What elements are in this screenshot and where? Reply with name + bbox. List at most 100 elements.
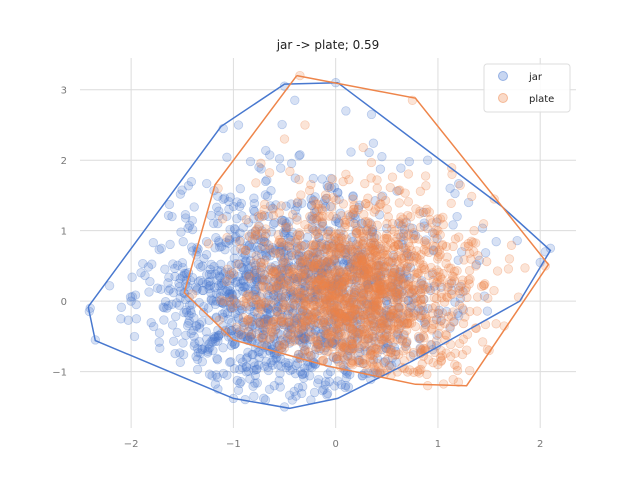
scatter-point-jar: [382, 223, 392, 234]
scatter-point-plate: [438, 379, 449, 389]
scatter-point-plate: [412, 268, 423, 279]
scatter-point-jar: [436, 282, 446, 292]
scatter-point-jar: [321, 342, 331, 353]
scatter-point-jar: [288, 273, 298, 284]
scatter-point-jar: [319, 247, 330, 257]
scatter-point-jar: [224, 324, 235, 334]
scatter-point-plate: [300, 268, 310, 278]
scatter-point-plate: [504, 254, 515, 264]
scatter-point-jar: [363, 264, 373, 275]
scatter-point-jar: [456, 281, 466, 292]
scatter-point-jar: [383, 339, 393, 350]
scatter-point-jar: [272, 282, 282, 292]
scatter-point-jar: [284, 217, 294, 227]
scatter-point-jar: [408, 350, 419, 360]
scatter-point-jar: [307, 211, 317, 221]
scatter-point-plate: [266, 281, 276, 292]
scatter-point-plate: [457, 349, 468, 360]
scatter-point-jar: [326, 337, 337, 347]
scatter-point-jar: [381, 343, 391, 354]
scatter-point-plate: [306, 179, 316, 190]
scatter-point-plate: [252, 224, 262, 234]
scatter-point-jar: [264, 304, 274, 314]
scatter-point-jar: [326, 307, 336, 317]
scatter-point-plate: [364, 308, 375, 318]
scatter-point-jar: [211, 332, 221, 342]
scatter-point-plate: [357, 330, 367, 340]
scatter-point-jar: [245, 270, 255, 280]
scatter-point-jar: [241, 256, 251, 266]
scatter-point-jar: [230, 245, 240, 256]
scatter-point-jar: [276, 292, 287, 302]
scatter-point-plate: [367, 306, 377, 316]
scatter-point-plate: [416, 288, 426, 298]
scatter-point-jar: [277, 237, 287, 248]
scatter-point-jar: [292, 241, 303, 252]
scatter-point-jar: [334, 294, 345, 304]
scatter-point-jar: [259, 237, 269, 247]
scatter-point-jar: [230, 308, 240, 319]
scatter-point-jar: [335, 267, 345, 278]
scatter-point-jar: [195, 348, 206, 358]
scatter-point-jar: [136, 268, 146, 278]
scatter-point-jar: [447, 285, 457, 295]
scatter-point-jar: [332, 325, 343, 336]
scatter-point-jar: [229, 303, 239, 313]
scatter-point-plate: [441, 292, 452, 302]
scatter-point-plate: [391, 291, 402, 302]
legend-marker-plate: [498, 93, 508, 103]
scatter-point-plate: [241, 301, 251, 312]
scatter-point-jar: [450, 297, 460, 307]
scatter-point-jar: [238, 282, 248, 292]
scatter-point-jar: [189, 331, 199, 342]
scatter-point-jar: [144, 287, 154, 297]
scatter-point-plate: [339, 276, 350, 286]
scatter-point-jar: [214, 271, 225, 281]
scatter-point-jar: [288, 287, 298, 297]
scatter-point-jar: [230, 233, 240, 243]
scatter-point-jar: [313, 374, 324, 385]
scatter-point-plate: [395, 272, 405, 282]
scatter-point-jar: [341, 267, 352, 277]
scatter-point-plate: [290, 326, 300, 337]
scatter-point-jar: [284, 321, 294, 331]
scatter-point-plate: [441, 348, 451, 358]
scatter-point-plate: [351, 228, 361, 238]
scatter-point-jar: [204, 284, 214, 294]
scatter-point-jar: [336, 380, 346, 390]
scatter-point-jar: [298, 325, 308, 335]
scatter-point-jar: [393, 290, 403, 301]
scatter-point-jar: [340, 244, 351, 255]
scatter-point-jar: [283, 233, 293, 244]
scatter-point-plate: [472, 292, 483, 302]
y-tick-label: 3: [61, 86, 67, 97]
scatter-point-jar: [316, 331, 326, 342]
scatter-point-jar: [241, 362, 251, 372]
scatter-point-plate: [251, 329, 261, 339]
scatter-point-jar: [356, 244, 366, 255]
scatter-point-jar: [274, 376, 284, 386]
scatter-point-jar: [322, 241, 332, 251]
scatter-point-jar: [263, 281, 273, 292]
scatter-point-jar: [276, 275, 286, 285]
scatter-point-jar: [191, 320, 202, 331]
scatter-point-jar: [282, 310, 293, 320]
scatter-point-jar: [251, 260, 261, 271]
scatter-point-jar: [324, 281, 334, 291]
scatter-point-jar: [294, 334, 304, 345]
scatter-point-jar: [278, 247, 289, 257]
scatter-point-jar: [345, 311, 355, 321]
scatter-point-plate: [324, 211, 334, 221]
scatter-point-jar: [295, 257, 305, 267]
scatter-point-jar: [297, 307, 307, 317]
scatter-point-plate: [361, 226, 372, 236]
scatter-point-jar: [291, 318, 301, 328]
scatter-point-jar: [282, 333, 293, 343]
scatter-point-plate: [318, 211, 328, 222]
scatter-point-jar: [225, 357, 235, 367]
scatter-point-plate: [340, 295, 350, 306]
scatter-point-jar: [211, 370, 221, 380]
scatter-point-plate: [392, 285, 403, 295]
scatter-point-jar: [309, 263, 319, 273]
scatter-point-plate: [318, 308, 328, 318]
